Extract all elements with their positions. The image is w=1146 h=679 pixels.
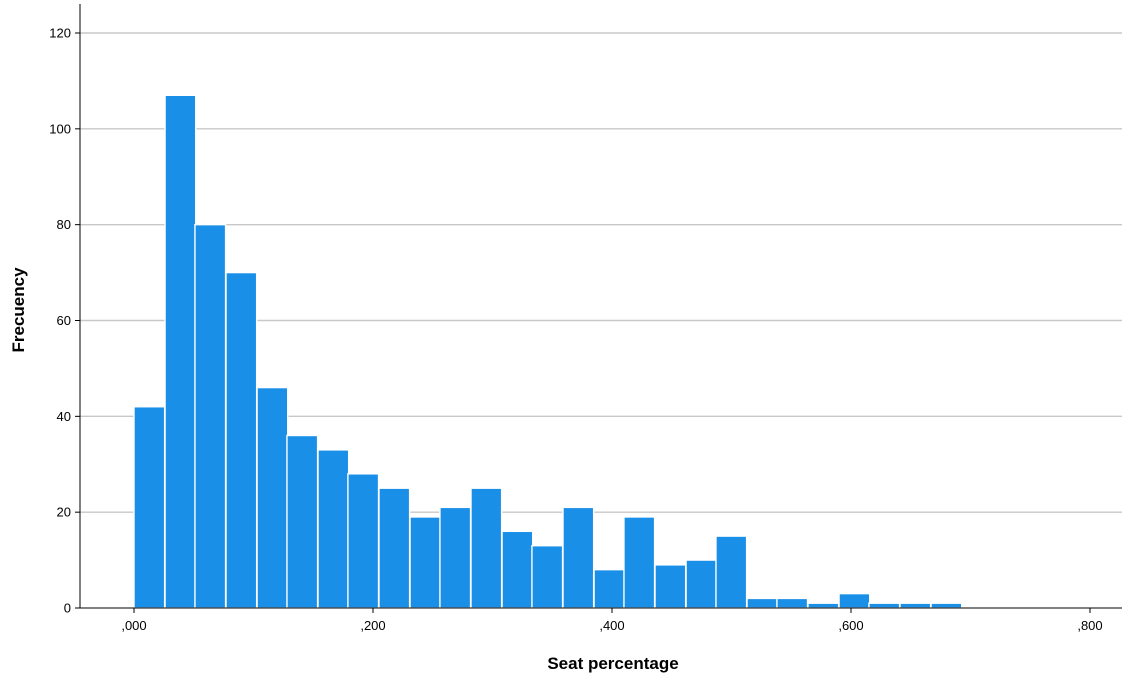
histogram-bar [347, 473, 380, 609]
histogram-bar [746, 597, 779, 609]
y-axis-title: Frecuency [9, 267, 28, 353]
y-tick-label: 80 [57, 217, 71, 232]
histogram-bar [685, 559, 718, 609]
histogram-bar [378, 487, 411, 609]
histogram-bar [776, 597, 809, 609]
ticks-layer: 0 20 40 60 80 100 120 ,000 ,200 ,400 ,600 ,800 [49, 26, 1102, 634]
histogram-bar [194, 223, 227, 609]
axes-layer [79, 4, 1122, 609]
histogram-bar [623, 516, 656, 609]
histogram-bar [470, 487, 503, 609]
y-tick-label: 40 [57, 409, 71, 424]
x-tick-label: ,800 [1077, 618, 1102, 633]
histogram-bar [409, 516, 442, 609]
histogram-bar [439, 506, 472, 609]
y-tick-label: 100 [49, 121, 71, 136]
x-tick-label: ,000 [121, 618, 146, 633]
x-tick-label: ,400 [599, 618, 624, 633]
histogram-bar [807, 602, 840, 609]
histogram-bar [562, 506, 595, 609]
histogram-bar [286, 434, 319, 609]
histogram-bar [593, 568, 626, 609]
histogram-bar [164, 94, 197, 609]
histogram-bar [838, 592, 871, 609]
histogram-bar [930, 602, 963, 609]
histogram-bar [225, 271, 258, 609]
histogram-bar [715, 535, 748, 609]
histogram-bar [868, 602, 901, 609]
y-tick-label: 0 [64, 601, 71, 616]
x-axis-title: Seat percentage [547, 654, 678, 673]
x-tick-label: ,600 [838, 618, 863, 633]
histogram-bar [317, 449, 350, 609]
histogram-bar [133, 406, 166, 609]
y-tick-label: 20 [57, 505, 71, 520]
x-tick-label: ,200 [360, 618, 385, 633]
y-tick-label: 60 [57, 313, 71, 328]
histogram-bar [501, 530, 534, 609]
histogram-bar [654, 564, 687, 609]
histogram-bar [899, 602, 932, 609]
histogram-bar [256, 386, 289, 609]
bars-layer [133, 94, 963, 609]
histogram-bar [531, 545, 564, 609]
y-tick-label: 120 [49, 26, 71, 41]
